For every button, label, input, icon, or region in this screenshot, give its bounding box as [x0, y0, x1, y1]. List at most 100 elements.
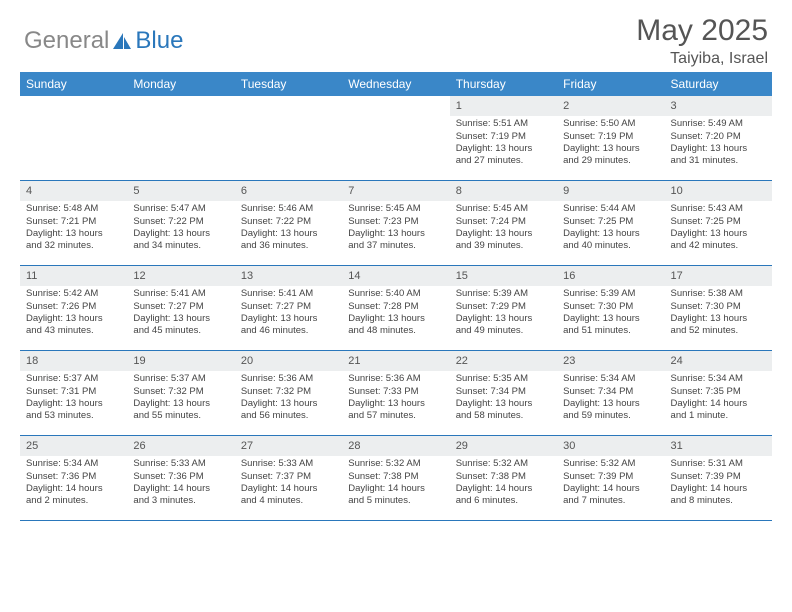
day-number: 27 — [235, 436, 342, 456]
day-number: 30 — [557, 436, 664, 456]
sunset-text: Sunset: 7:32 PM — [133, 386, 228, 398]
day-details: Sunrise: 5:45 AMSunset: 7:23 PMDaylight:… — [342, 201, 449, 256]
daylight-text: Daylight: 14 hours — [456, 483, 551, 495]
sunrise-text: Sunrise: 5:32 AM — [563, 458, 658, 470]
day-number: 3 — [665, 96, 772, 116]
sunset-text: Sunset: 7:36 PM — [26, 471, 121, 483]
day-number: 20 — [235, 351, 342, 371]
day-number: 25 — [20, 436, 127, 456]
logo-text-2: Blue — [135, 27, 183, 55]
sunrise-text: Sunrise: 5:45 AM — [456, 203, 551, 215]
daylight-text: Daylight: 13 hours — [26, 228, 121, 240]
day-number: 5 — [127, 181, 234, 201]
day-cell: 3Sunrise: 5:49 AMSunset: 7:20 PMDaylight… — [665, 96, 772, 180]
day-cell: 2Sunrise: 5:50 AMSunset: 7:19 PMDaylight… — [557, 96, 664, 180]
sunset-text: Sunset: 7:27 PM — [241, 301, 336, 313]
sunset-text: Sunset: 7:21 PM — [26, 216, 121, 228]
day-details: Sunrise: 5:46 AMSunset: 7:22 PMDaylight:… — [235, 201, 342, 256]
logo-text-1: General — [24, 27, 109, 55]
daylight-text: Daylight: 14 hours — [348, 483, 443, 495]
day-cell: 26Sunrise: 5:33 AMSunset: 7:36 PMDayligh… — [127, 436, 234, 520]
sunrise-text: Sunrise: 5:51 AM — [456, 118, 551, 130]
daylight-text: Daylight: 13 hours — [26, 398, 121, 410]
daylight-text: Daylight: 13 hours — [133, 313, 228, 325]
sunrise-text: Sunrise: 5:34 AM — [563, 373, 658, 385]
brand-logo: General Blue — [24, 14, 183, 68]
day-details: Sunrise: 5:32 AMSunset: 7:38 PMDaylight:… — [450, 456, 557, 511]
day-details: Sunrise: 5:40 AMSunset: 7:28 PMDaylight:… — [342, 286, 449, 341]
sunset-text: Sunset: 7:32 PM — [241, 386, 336, 398]
day-cell: 25Sunrise: 5:34 AMSunset: 7:36 PMDayligh… — [20, 436, 127, 520]
day-header: Friday — [557, 72, 664, 96]
daylight-text: and 52 minutes. — [671, 325, 766, 337]
day-cell: 7Sunrise: 5:45 AMSunset: 7:23 PMDaylight… — [342, 181, 449, 265]
daylight-text: and 45 minutes. — [133, 325, 228, 337]
daylight-text: Daylight: 13 hours — [563, 313, 658, 325]
day-details: Sunrise: 5:50 AMSunset: 7:19 PMDaylight:… — [557, 116, 664, 171]
day-number: 4 — [20, 181, 127, 201]
month-title: May 2025 — [636, 14, 768, 48]
daylight-text: Daylight: 13 hours — [456, 398, 551, 410]
sunset-text: Sunset: 7:34 PM — [456, 386, 551, 398]
sunrise-text: Sunrise: 5:41 AM — [241, 288, 336, 300]
sunset-text: Sunset: 7:22 PM — [241, 216, 336, 228]
sunset-text: Sunset: 7:28 PM — [348, 301, 443, 313]
week-row: 11 Sunrise: 5:42 AMSunset: 7:26 PM Dayligh… — [20, 266, 772, 351]
day-cell: 28Sunrise: 5:32 AMSunset: 7:38 PMDayligh… — [342, 436, 449, 520]
daylight-text: and 8 minutes. — [671, 495, 766, 507]
sunrise-text: Sunrise: 5:48 AM — [26, 203, 121, 215]
week-row: 25Sunrise: 5:34 AMSunset: 7:36 PMDayligh… — [20, 436, 772, 521]
day-cell: 14Sunrise: 5:40 AMSunset: 7:28 PMDayligh… — [342, 266, 449, 350]
daylight-text: and 46 minutes. — [241, 325, 336, 337]
daylight-text: Daylight: 14 hours — [241, 483, 336, 495]
day-cell: 11Sunrise: 5:42 AMSunset: 7:26 PMDayligh… — [20, 266, 127, 350]
sunrise-text: Sunrise: 5:37 AM — [133, 373, 228, 385]
day-details: Sunrise: 5:37 AMSunset: 7:31 PMDaylight:… — [20, 371, 127, 426]
day-details: Sunrise: 5:33 AMSunset: 7:36 PMDaylight:… — [127, 456, 234, 511]
week-row: 4 Sunrise: 5:48 AMSunset: 7:21 PMDaylight… — [20, 181, 772, 266]
calendar: SundayMondayTuesdayWednesdayThursdayFrid… — [0, 72, 792, 521]
day-cell: 24Sunrise: 5:34 AMSunset: 7:35 PMDayligh… — [665, 351, 772, 435]
sunset-text: Sunset: 7:30 PM — [671, 301, 766, 313]
daylight-text: and 39 minutes. — [456, 240, 551, 252]
day-details: Sunrise: 5:47 AMSunset: 7:22 PMDaylight:… — [127, 201, 234, 256]
day-number: 19 — [127, 351, 234, 371]
day-details: Sunrise: 5:34 AMSunset: 7:34 PMDaylight:… — [557, 371, 664, 426]
sunrise-text: Sunrise: 5:40 AM — [348, 288, 443, 300]
daylight-text: and 2 minutes. — [26, 495, 121, 507]
day-cell: 19 Sunrise: 5:37 AMSunset: 7:32 PMDayligh… — [127, 351, 234, 435]
day-cell: 16 Sunrise: 5:39 AMSunset: 7:30 PMDayligh… — [557, 266, 664, 350]
sunset-text: Sunset: 7:19 PM — [456, 131, 551, 143]
daylight-text: Daylight: 13 hours — [563, 398, 658, 410]
daylight-text: Daylight: 13 hours — [241, 398, 336, 410]
day-number: 2 — [557, 96, 664, 116]
day-cell: 22Sunrise: 5:35 AMSunset: 7:34 PMDayligh… — [450, 351, 557, 435]
day-details: Sunrise: 5:39 AMSunset: 7:29 PMDaylight:… — [450, 286, 557, 341]
day-cell: 29Sunrise: 5:32 AMSunset: 7:38 PMDayligh… — [450, 436, 557, 520]
sunrise-text: Sunrise: 5:32 AM — [348, 458, 443, 470]
daylight-text: Daylight: 13 hours — [456, 143, 551, 155]
day-cell: 27Sunrise: 5:33 AMSunset: 7:37 PMDayligh… — [235, 436, 342, 520]
daylight-text: Daylight: 13 hours — [456, 313, 551, 325]
sunset-text: Sunset: 7:25 PM — [563, 216, 658, 228]
sunrise-text: Sunrise: 5:37 AM — [26, 373, 121, 385]
sunset-text: Sunset: 7:30 PM — [563, 301, 658, 313]
logo-sail-icon — [111, 31, 133, 51]
day-details: Sunrise: 5:36 AMSunset: 7:33 PMDaylight:… — [342, 371, 449, 426]
day-cell: 30Sunrise: 5:32 AMSunset: 7:39 PMDayligh… — [557, 436, 664, 520]
sunrise-text: Sunrise: 5:42 AM — [26, 288, 121, 300]
day-number: 31 — [665, 436, 772, 456]
day-number: 10 — [665, 181, 772, 201]
day-details: Sunrise: 5:32 AMSunset: 7:38 PMDaylight:… — [342, 456, 449, 511]
sunrise-text: Sunrise: 5:44 AM — [563, 203, 658, 215]
daylight-text: Daylight: 13 hours — [133, 398, 228, 410]
day-number: 11 — [20, 266, 127, 286]
sunset-text: Sunset: 7:33 PM — [348, 386, 443, 398]
sunset-text: Sunset: 7:26 PM — [26, 301, 121, 313]
day-number: 16 — [557, 266, 664, 286]
sunrise-text: Sunrise: 5:38 AM — [671, 288, 766, 300]
sunrise-text: Sunrise: 5:39 AM — [563, 288, 658, 300]
day-cell: 4 Sunrise: 5:48 AMSunset: 7:21 PMDaylight… — [20, 181, 127, 265]
day-cell: 13Sunrise: 5:41 AMSunset: 7:27 PMDayligh… — [235, 266, 342, 350]
day-number: 29 — [450, 436, 557, 456]
